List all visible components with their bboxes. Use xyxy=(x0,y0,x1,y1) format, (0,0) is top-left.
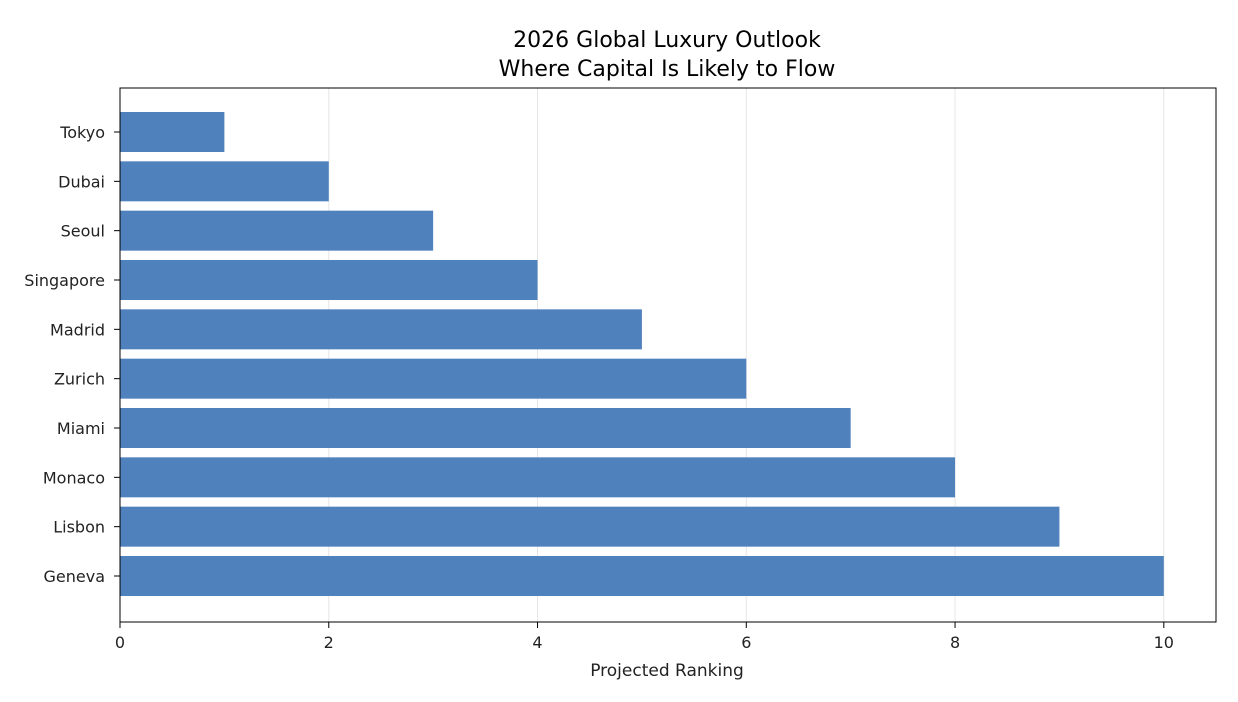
y-tick-label: Miami xyxy=(57,419,105,438)
y-tick-label: Madrid xyxy=(50,320,105,339)
y-tick-label: Seoul xyxy=(61,222,105,241)
x-tick-label: 10 xyxy=(1154,633,1174,652)
x-tick-label: 8 xyxy=(950,633,960,652)
y-tick-label: Lisbon xyxy=(53,518,105,537)
y-tick-label: Tokyo xyxy=(59,123,105,142)
bar xyxy=(120,309,642,350)
bar xyxy=(120,358,747,399)
y-tick-label: Monaco xyxy=(43,468,105,487)
bars xyxy=(120,112,1164,596)
chart-title: 2026 Global Luxury Outlook xyxy=(513,28,821,53)
x-tick-label: 2 xyxy=(324,633,334,652)
bar xyxy=(120,408,851,448)
bar xyxy=(120,457,956,498)
y-tick-label: Geneva xyxy=(44,567,106,586)
x-axis: 0 2 4 6 8 10 xyxy=(115,622,1174,652)
y-tick-label: Zurich xyxy=(54,370,105,389)
x-tick-label: 0 xyxy=(115,633,125,652)
plot-frame xyxy=(119,87,1217,623)
chart-subtitle: Where Capital Is Likely to Flow xyxy=(499,57,836,82)
y-tick-label: Dubai xyxy=(58,172,105,191)
bar xyxy=(120,506,1060,547)
x-tick-label: 4 xyxy=(532,633,542,652)
y-tick-label: Singapore xyxy=(24,271,105,290)
bar xyxy=(120,112,225,152)
x-tick-label: 6 xyxy=(741,633,751,652)
x-axis-label: Projected Ranking xyxy=(590,661,744,681)
bar xyxy=(120,556,1164,596)
bar xyxy=(120,161,329,202)
bar xyxy=(120,260,538,300)
y-axis: Tokyo Dubai Seoul Singapore Madrid Zurich Miam… xyxy=(24,123,120,586)
bar xyxy=(120,210,434,251)
